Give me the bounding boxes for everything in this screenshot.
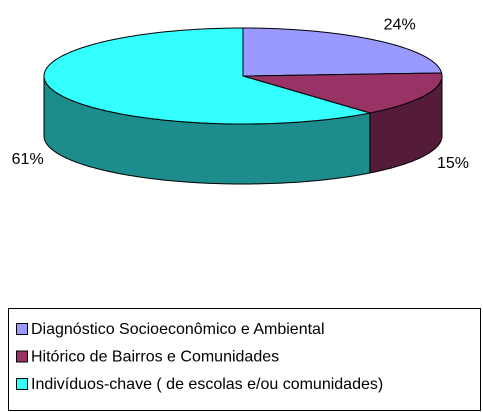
legend-swatch — [16, 350, 28, 363]
data-label: 24% — [384, 16, 416, 33]
legend-label: Indivíduos-chave ( de escolas e/ou comun… — [31, 376, 383, 393]
legend-swatch — [16, 323, 28, 335]
data-label: 61% — [12, 151, 44, 168]
pie-slice — [242, 27, 443, 77]
pie-slice — [43, 27, 370, 125]
legend-label: Diagnóstico Socioeconômico e Ambiental — [31, 321, 325, 338]
legend-label: Hitórico de Bairros e Comunidades — [31, 349, 279, 366]
data-label: 15% — [437, 155, 469, 172]
legend-box — [8, 308, 481, 411]
pie-slice — [242, 72, 443, 114]
legend-swatch — [16, 378, 28, 390]
